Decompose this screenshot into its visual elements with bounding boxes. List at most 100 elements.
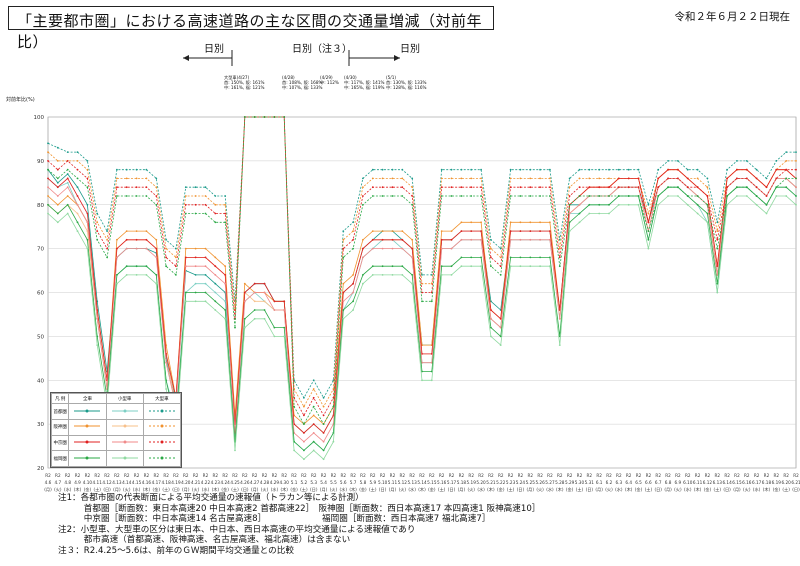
data-point — [342, 317, 345, 320]
data-point — [430, 379, 433, 382]
data-point — [716, 291, 719, 294]
data-point — [411, 247, 414, 250]
x-tick-label: (日) — [517, 487, 525, 493]
x-tick-label: 5.24 — [516, 480, 526, 485]
data-point — [86, 160, 89, 162]
x-tick-label: (金) — [566, 486, 574, 492]
x-tick-label: (土) — [300, 486, 308, 492]
data-point — [145, 195, 148, 197]
data-point — [598, 177, 601, 180]
data-point — [263, 309, 266, 311]
x-tick-label: (月) — [182, 487, 190, 493]
data-point — [135, 168, 138, 171]
data-point — [253, 309, 256, 311]
data-point — [509, 256, 512, 259]
data-point — [66, 212, 69, 215]
x-tick-label: (木) — [694, 486, 702, 493]
data-point — [47, 142, 49, 145]
data-point — [539, 238, 541, 241]
note-line: 首都圏［断面数：東日本高速20 中日本高速2 首都高速22］ 阪神圏［断面数：西… — [58, 503, 541, 514]
x-tick-label: 5.28 — [555, 480, 565, 485]
data-point — [175, 274, 177, 276]
data-point — [499, 274, 502, 276]
x-tick-label: R2 — [55, 473, 61, 478]
data-point — [578, 221, 581, 224]
data-point — [558, 265, 561, 268]
data-point — [362, 177, 364, 180]
data-point — [480, 256, 482, 259]
x-tick-label: (日) — [241, 487, 249, 493]
legend-swatch — [148, 424, 175, 428]
data-point — [499, 247, 502, 250]
data-point — [686, 203, 689, 206]
data-point — [568, 221, 571, 224]
data-point — [214, 274, 217, 276]
data-point — [303, 449, 305, 452]
data-point — [362, 238, 364, 241]
data-point — [204, 300, 207, 303]
data-point — [184, 300, 187, 303]
x-tick-label: R2 — [655, 473, 661, 478]
x-tick-label: 6.20 — [781, 480, 791, 485]
x-tick-label: (木) — [625, 486, 633, 493]
data-point — [677, 186, 679, 189]
data-point — [627, 177, 630, 180]
data-point — [716, 238, 719, 241]
annotation-0428: (4/28) 首: 108%, 阪: 168% 中: 107%, 福: 133% — [282, 75, 323, 90]
data-point — [765, 195, 768, 197]
x-tick-label: (日) — [379, 487, 387, 493]
data-point — [125, 186, 128, 189]
data-point — [342, 309, 345, 311]
data-point — [490, 256, 492, 259]
x-tick-label: (水) — [271, 486, 279, 492]
legend-row-2: 中京圏 — [50, 434, 70, 452]
data-point — [145, 186, 148, 189]
data-point — [795, 168, 797, 171]
data-point — [194, 256, 197, 259]
data-point — [303, 405, 305, 408]
x-tick-label: R2 — [508, 473, 514, 478]
data-point — [726, 168, 728, 171]
data-point — [480, 230, 482, 233]
data-point — [627, 203, 630, 206]
x-tick-label: (水) — [133, 486, 141, 492]
data-point — [184, 186, 187, 189]
data-point — [391, 168, 394, 171]
x-tick-label: R2 — [695, 473, 701, 478]
data-point — [263, 300, 266, 303]
data-point — [627, 186, 630, 189]
x-tick-label: 4.27 — [250, 480, 260, 485]
data-point — [352, 309, 354, 311]
data-point — [263, 291, 266, 294]
data-point — [175, 256, 177, 259]
x-tick-label: R2 — [222, 473, 228, 478]
data-point — [362, 195, 364, 197]
x-tick-label: R2 — [675, 473, 681, 478]
data-point — [116, 195, 118, 197]
data-point — [135, 186, 138, 189]
x-tick-label: R2 — [173, 473, 179, 478]
x-tick-label: R2 — [429, 473, 435, 478]
y-tick-label: 90 — [37, 159, 44, 165]
data-point — [352, 282, 354, 285]
data-point — [96, 230, 99, 233]
data-point — [332, 405, 335, 408]
data-point — [765, 177, 768, 180]
x-tick-label: R2 — [262, 473, 268, 478]
x-tick-label: (金) — [428, 486, 436, 492]
data-point — [755, 203, 758, 206]
data-point — [184, 256, 187, 259]
data-point — [66, 186, 69, 189]
data-point — [657, 203, 660, 206]
data-point — [578, 168, 581, 171]
data-point — [381, 168, 384, 171]
data-point — [588, 186, 591, 189]
annotation-0427: 大型車(4/27) 首: 150%, 阪: 161% 中: 161%, 福: 121… — [224, 75, 265, 90]
annotation-0430: (4/30) 中: 117%, 阪: 141% 中: 165%, 福: 119% — [344, 75, 385, 90]
x-tick-label: (金) — [635, 486, 643, 492]
x-tick-label: 5.26 — [535, 480, 545, 485]
x-tick-label: R2 — [301, 473, 307, 478]
data-point — [775, 160, 778, 162]
data-point — [755, 195, 758, 197]
